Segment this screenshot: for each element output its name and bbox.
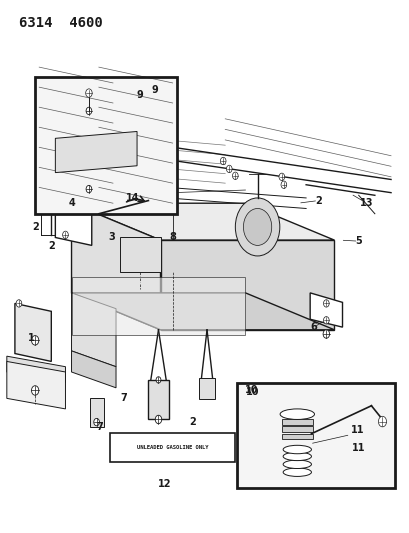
Circle shape <box>378 416 386 427</box>
Text: 12: 12 <box>157 479 171 489</box>
Polygon shape <box>55 132 137 173</box>
Circle shape <box>156 377 160 383</box>
Polygon shape <box>71 203 160 330</box>
Circle shape <box>280 181 286 189</box>
FancyBboxPatch shape <box>90 398 103 427</box>
Ellipse shape <box>283 445 311 454</box>
Circle shape <box>16 300 22 307</box>
FancyBboxPatch shape <box>281 434 312 439</box>
Text: 7: 7 <box>96 422 103 432</box>
Polygon shape <box>15 303 51 361</box>
Circle shape <box>323 317 328 324</box>
Circle shape <box>85 89 92 98</box>
Text: 2: 2 <box>314 196 321 206</box>
Circle shape <box>279 173 284 181</box>
FancyBboxPatch shape <box>35 77 176 214</box>
Polygon shape <box>7 356 65 383</box>
Polygon shape <box>7 361 65 409</box>
Text: 9: 9 <box>137 90 143 100</box>
Ellipse shape <box>283 452 311 461</box>
Circle shape <box>169 187 175 193</box>
Text: 13: 13 <box>359 198 373 208</box>
Polygon shape <box>309 293 342 327</box>
Circle shape <box>86 107 92 115</box>
FancyBboxPatch shape <box>281 419 312 425</box>
FancyBboxPatch shape <box>237 383 394 488</box>
Text: 2: 2 <box>31 222 38 232</box>
FancyBboxPatch shape <box>110 433 235 462</box>
Ellipse shape <box>283 468 311 477</box>
Text: 10: 10 <box>245 387 258 397</box>
Circle shape <box>232 172 238 180</box>
Circle shape <box>31 386 39 395</box>
Text: 10: 10 <box>244 385 258 395</box>
Circle shape <box>63 231 68 239</box>
Ellipse shape <box>279 409 314 419</box>
Text: 4: 4 <box>68 198 75 208</box>
Circle shape <box>86 185 92 193</box>
Text: 1: 1 <box>28 333 34 343</box>
Circle shape <box>63 187 68 193</box>
Text: 14: 14 <box>125 193 139 203</box>
Text: 3: 3 <box>108 232 115 243</box>
Text: UNLEADED GASOLINE ONLY: UNLEADED GASOLINE ONLY <box>137 445 208 450</box>
Circle shape <box>322 330 329 338</box>
Text: 5: 5 <box>355 236 361 246</box>
Circle shape <box>226 165 231 173</box>
FancyBboxPatch shape <box>198 378 215 399</box>
Circle shape <box>323 300 328 307</box>
Circle shape <box>94 418 99 426</box>
Text: 6314  4600: 6314 4600 <box>19 16 103 30</box>
Polygon shape <box>55 182 92 245</box>
Polygon shape <box>71 277 245 335</box>
Text: 11: 11 <box>350 425 364 435</box>
Text: 11: 11 <box>351 443 364 454</box>
Circle shape <box>235 198 279 256</box>
Circle shape <box>220 157 225 165</box>
Text: 6: 6 <box>310 322 317 332</box>
Circle shape <box>243 208 271 245</box>
FancyBboxPatch shape <box>148 380 168 419</box>
Polygon shape <box>71 293 116 367</box>
Text: 2: 2 <box>189 417 196 427</box>
Text: 7: 7 <box>120 393 127 403</box>
Text: 8: 8 <box>169 232 175 243</box>
Polygon shape <box>71 351 116 388</box>
Polygon shape <box>160 240 334 330</box>
Ellipse shape <box>283 460 311 469</box>
Circle shape <box>31 336 39 345</box>
Circle shape <box>155 415 161 424</box>
Text: 9: 9 <box>151 85 157 95</box>
Polygon shape <box>71 293 334 330</box>
FancyBboxPatch shape <box>120 238 160 272</box>
Polygon shape <box>71 203 334 240</box>
Text: 2: 2 <box>48 241 54 252</box>
FancyBboxPatch shape <box>281 426 312 432</box>
